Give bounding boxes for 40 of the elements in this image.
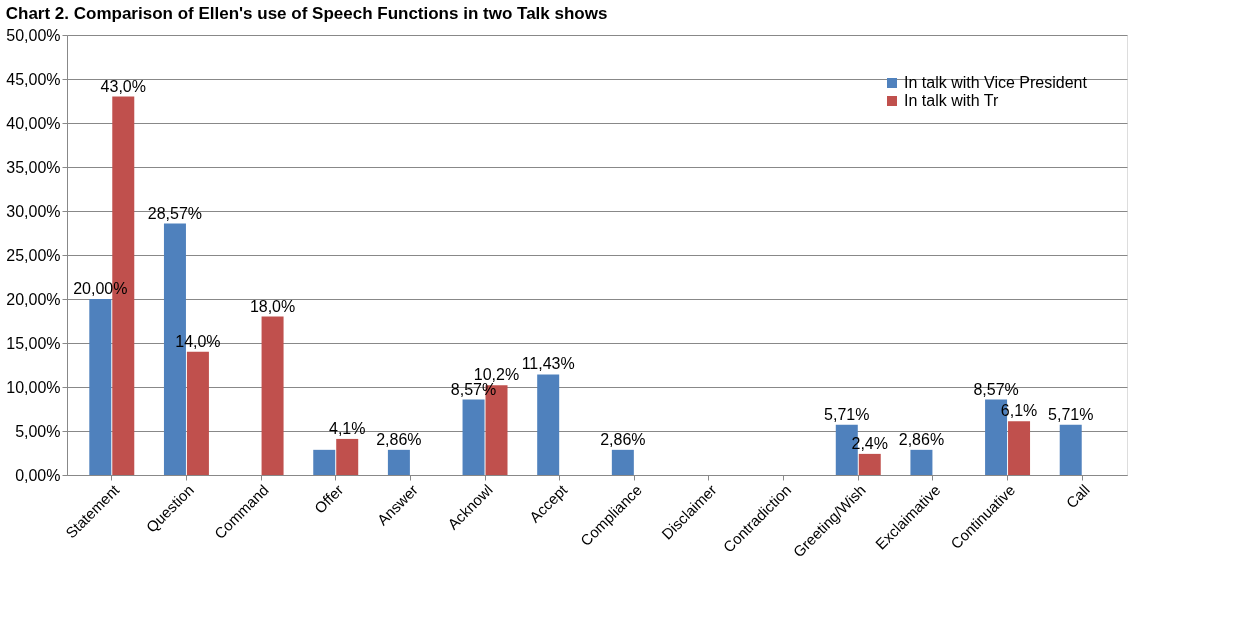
y-tick-label: 25,00% — [6, 246, 61, 264]
data-label: 5,71% — [824, 405, 870, 423]
bar — [611, 449, 634, 475]
data-label: 43,0% — [100, 77, 146, 95]
bar — [537, 374, 560, 475]
y-tick-label: 20,00% — [6, 290, 61, 308]
bar — [1059, 424, 1082, 475]
bar — [313, 449, 336, 475]
data-label: 10,2% — [473, 366, 520, 384]
data-label: 28,57% — [147, 204, 203, 222]
legend-label: In talk with Tr — [904, 92, 999, 109]
data-label: 11,43% — [521, 355, 575, 373]
y-tick-label: 40,00% — [6, 114, 61, 132]
y-tick-label: 15,00% — [6, 334, 61, 352]
data-label: 2,86% — [600, 430, 646, 448]
x-tick-label: Call — [1062, 481, 1093, 512]
y-tick-label: 10,00% — [6, 378, 61, 396]
data-label: 4,1% — [328, 419, 366, 437]
y-tick-label: 50,00% — [6, 26, 61, 44]
bar — [186, 351, 209, 475]
data-label: 8,57% — [973, 380, 1019, 398]
data-label: 2,86% — [898, 430, 945, 448]
bar — [261, 316, 284, 475]
chart-title: Chart 2. Comparison of Ellen's use of Speech Functions in two Talk shows — [5, 4, 608, 23]
bar — [858, 453, 881, 475]
y-tick-label: 30,00% — [6, 202, 61, 220]
y-tick-label: 5,00% — [15, 422, 61, 440]
bar — [387, 449, 410, 475]
data-label: 2,86% — [376, 430, 422, 448]
bar — [462, 399, 485, 475]
data-label: 18,0% — [249, 297, 296, 315]
bar — [910, 449, 933, 475]
y-tick-label: 45,00% — [6, 70, 61, 88]
bar — [1008, 421, 1031, 475]
y-tick-label: 0,00% — [15, 466, 61, 484]
bar — [89, 299, 112, 475]
legend-label: In talk with Vice President — [904, 74, 1088, 91]
data-label: 5,71% — [1048, 405, 1094, 423]
bar — [336, 438, 359, 475]
y-tick-label: 35,00% — [6, 158, 61, 176]
